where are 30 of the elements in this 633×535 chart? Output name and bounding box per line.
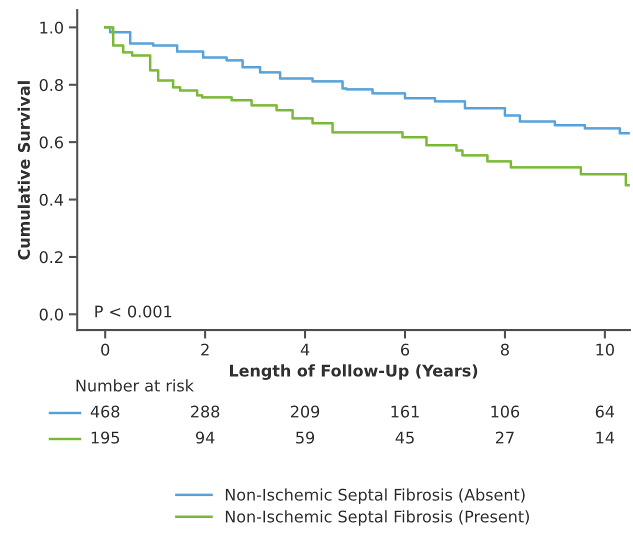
x-tick-label: 8 <box>500 344 509 356</box>
y-axis-title: Cumulative Survival <box>18 81 30 260</box>
x-axis-title: Length of Follow-Up (Years) <box>230 364 478 380</box>
x-tick-label: 2 <box>201 344 209 356</box>
text: 209 <box>290 406 320 418</box>
text: 195 <box>92 432 120 444</box>
y-tick-label: 0.6 <box>40 136 64 148</box>
text: 94 <box>196 432 214 444</box>
text: 45 <box>396 432 414 444</box>
text: 468 <box>90 406 120 418</box>
text: 27 <box>496 432 514 444</box>
legend-label: Non-Ischemic Septal Fibrosis (Present) <box>226 510 529 526</box>
y-tick-label: 1.0 <box>40 22 63 34</box>
text: Number at risk <box>76 379 194 392</box>
text: 106 <box>491 406 520 418</box>
text: 59 <box>296 432 314 444</box>
x-tick-label: 0 <box>101 344 110 356</box>
y-tick-label: 0.4 <box>40 194 64 206</box>
text: 64 <box>596 406 614 418</box>
x-tick-label: 4 <box>300 344 310 356</box>
y-tick-label: 0.8 <box>40 78 63 92</box>
x-tick-label: 6 <box>401 344 410 356</box>
y-tick-label: 0.2 <box>40 251 62 264</box>
text: 161 <box>392 406 419 418</box>
legend-label: Non-Ischemic Septal Fibrosis (Absent) <box>226 488 525 504</box>
x-tick-label: 10 <box>596 344 614 356</box>
annotation: P < 0.001 <box>95 305 172 318</box>
text: 14 <box>596 432 614 444</box>
text: 288 <box>191 406 220 418</box>
y-tick-label: 0.0 <box>40 308 63 321</box>
